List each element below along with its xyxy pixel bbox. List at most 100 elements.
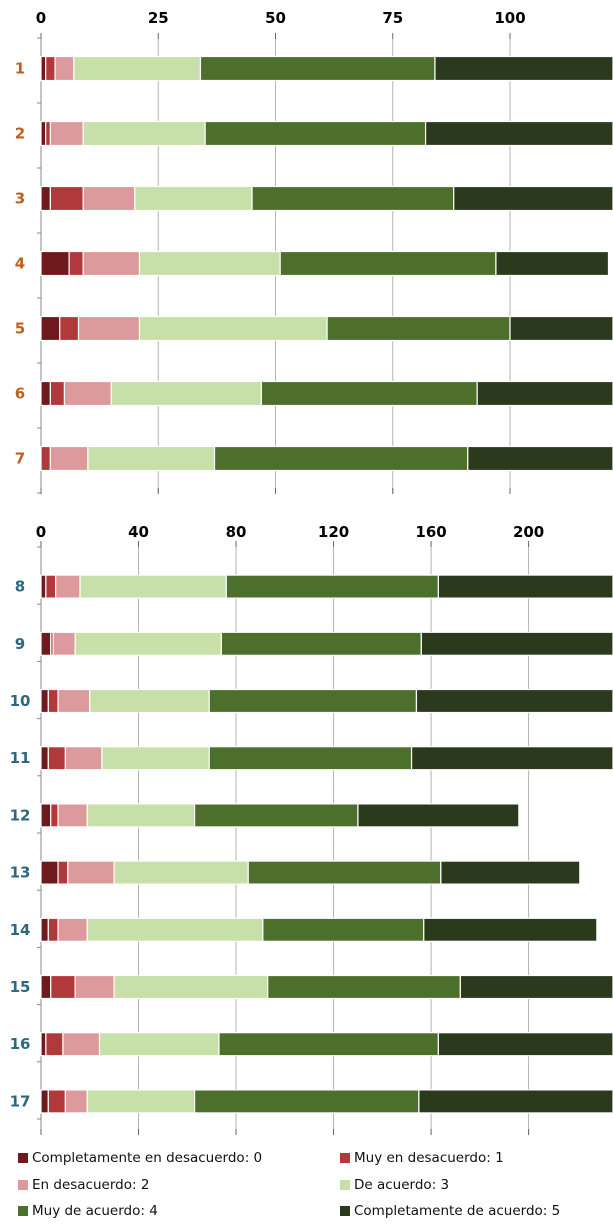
bar-segment	[267, 974, 461, 1000]
bar-segment	[40, 631, 52, 656]
bar-segment	[47, 688, 59, 714]
bar-segment	[82, 185, 136, 212]
tick-label: 25	[148, 9, 169, 27]
tick-label: 80	[226, 523, 247, 541]
bar-segment	[40, 380, 51, 407]
category-label: 6	[15, 385, 25, 403]
bar-segment	[437, 574, 613, 599]
bar-segment	[247, 860, 442, 885]
bar-segment	[113, 860, 249, 885]
legend-swatch	[340, 1180, 350, 1190]
bar-segment	[423, 917, 598, 942]
bar-segment	[82, 250, 141, 277]
bar-segment	[225, 574, 439, 599]
category-label: 8	[15, 578, 25, 596]
bar-segment	[476, 380, 613, 407]
category-label: 1	[15, 60, 25, 78]
bar-segment	[440, 860, 581, 885]
bar-segment	[110, 380, 263, 407]
bar-segment	[49, 120, 84, 147]
bar-segment	[40, 185, 51, 212]
bar-segment	[74, 974, 115, 1000]
category-label: 9	[15, 635, 25, 653]
bar-segment	[138, 315, 328, 342]
tick-label: 75	[382, 9, 403, 27]
bar-segment	[193, 803, 359, 828]
bar-segment	[208, 746, 413, 771]
bar-segment	[40, 1032, 47, 1057]
legend-label: Muy en desacuerdo: 1	[354, 1150, 504, 1166]
bar-segment	[509, 315, 613, 342]
bar-segment	[79, 574, 227, 599]
bar-segment	[57, 917, 88, 942]
bar-segment	[424, 120, 613, 147]
bar-segment	[467, 445, 613, 472]
bar-segment	[63, 380, 112, 407]
bar-segment	[134, 185, 253, 212]
bar-segment	[73, 55, 202, 82]
bar-segment	[204, 120, 427, 147]
bar-segment	[279, 250, 497, 277]
legend-item-muy-de-acuerdo: Muy de acuerdo: 4	[18, 1203, 158, 1219]
bar-segment	[77, 315, 141, 342]
bar-segment	[57, 860, 69, 885]
bar-segment	[453, 185, 613, 212]
tick-label: 0	[36, 523, 46, 541]
tick-label: 40	[128, 523, 149, 541]
bar-segment	[415, 688, 613, 714]
bar-segment	[459, 974, 613, 1000]
legend-label: En desacuerdo: 2	[32, 1177, 150, 1193]
category-label: 7	[15, 450, 25, 468]
legend-item-de-acuerdo: De acuerdo: 3	[340, 1177, 449, 1193]
bar-segment	[62, 1032, 101, 1057]
bar-segment	[49, 445, 89, 472]
bar-segment	[193, 1089, 420, 1114]
bar-segment	[47, 746, 66, 771]
category-label: 15	[10, 978, 31, 996]
bar-segment	[40, 860, 59, 885]
tick-label: 160	[415, 523, 446, 541]
bar-segment	[54, 55, 75, 82]
category-label: 11	[10, 749, 31, 767]
legend-item-completamente-de-acuerdo: Completamente de acuerdo: 5	[340, 1203, 560, 1219]
bar-segment	[45, 1032, 64, 1057]
bar-segment	[208, 688, 418, 714]
legend-label: Completamente en desacuerdo: 0	[32, 1150, 263, 1166]
legend-label: Completamente de acuerdo: 5	[354, 1203, 561, 1219]
bar-segment	[86, 1089, 196, 1114]
bar-segment	[82, 120, 206, 147]
bar-segment	[251, 185, 455, 212]
tick-label: 100	[494, 9, 525, 27]
legend-swatch	[18, 1180, 28, 1190]
bar-segment	[86, 917, 264, 942]
bar-segment	[47, 917, 59, 942]
legend-item-en-desacuerdo: En desacuerdo: 2	[18, 1177, 149, 1193]
bar-segment	[40, 315, 61, 342]
bar-segment	[434, 55, 613, 82]
bar-segment	[40, 445, 51, 472]
tick-label: 50	[265, 9, 286, 27]
category-label: 10	[10, 692, 31, 710]
bar-segment	[64, 746, 103, 771]
category-label: 16	[10, 1035, 31, 1053]
legend-item-muy-desacuerdo: Muy en desacuerdo: 1	[340, 1150, 504, 1166]
bar-segment	[57, 688, 91, 714]
bar-segment	[418, 1089, 613, 1114]
bar-segment	[45, 55, 56, 82]
legend: Completamente en desacuerdo: 0 Muy en de…	[18, 1146, 613, 1225]
bar-segment	[64, 1089, 88, 1114]
bar-segment	[138, 250, 281, 277]
bar-segment	[220, 631, 422, 656]
bar-segment	[49, 380, 66, 407]
bar-segment	[113, 974, 269, 1000]
bar-segment	[57, 803, 88, 828]
category-label: 3	[15, 190, 25, 208]
bar-segment	[45, 120, 51, 147]
category-label: 13	[10, 864, 31, 882]
legend-label: Muy de acuerdo: 4	[32, 1203, 158, 1219]
category-label: 12	[10, 806, 31, 824]
legend-swatch	[340, 1206, 350, 1216]
tick-label: 0	[36, 9, 46, 27]
category-label: 5	[15, 320, 25, 338]
bar-segment	[50, 974, 76, 1000]
